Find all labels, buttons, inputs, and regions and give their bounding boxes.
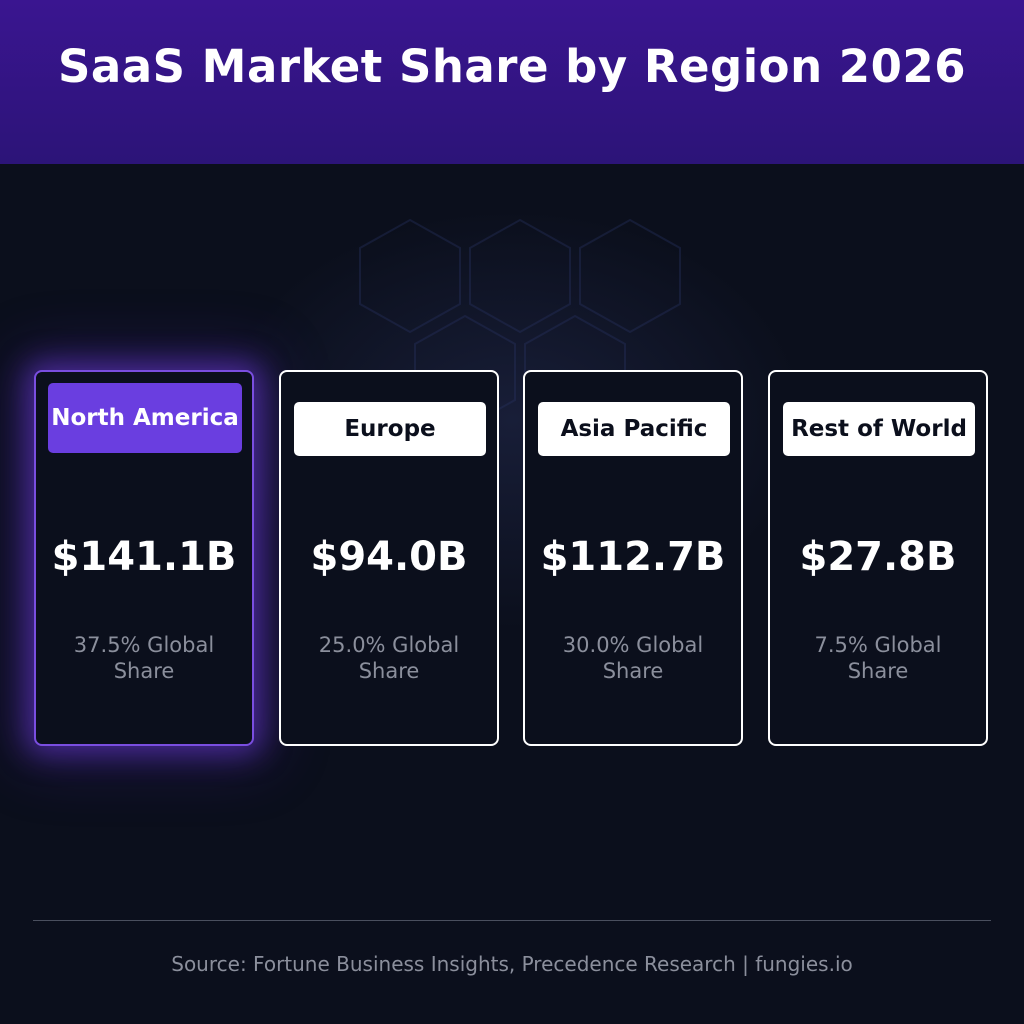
region-label-pill: Rest of World <box>783 402 975 456</box>
region-label-pill: North America <box>48 383 242 453</box>
region-share: 37.5% Global Share <box>36 632 252 684</box>
region-card-rest-of-world: Rest of World $27.8B 7.5% Global Share <box>768 370 988 746</box>
region-share: 25.0% Global Share <box>281 632 497 684</box>
region-value: $94.0B <box>310 534 468 580</box>
region-value: $27.8B <box>799 534 957 580</box>
footer-divider <box>33 920 991 921</box>
header-banner: SaaS Market Share by Region 2026 <box>0 0 1024 164</box>
region-share: 7.5% Global Share <box>770 632 986 684</box>
region-share: 30.0% Global Share <box>525 632 741 684</box>
share-text: 30.0% Global Share <box>562 633 704 683</box>
hexagon-pattern-background <box>359 218 681 430</box>
share-text: 37.5% Global Share <box>73 633 215 683</box>
region-card-north-america: North America $141.1B 37.5% Global Share <box>34 370 254 746</box>
region-card-europe: Europe $94.0B 25.0% Global Share <box>279 370 499 746</box>
region-value: $112.7B <box>540 534 726 580</box>
source-credit: Source: Fortune Business Insights, Prece… <box>171 952 853 976</box>
region-value: $141.1B <box>51 534 237 580</box>
region-card-asia-pacific: Asia Pacific $112.7B 30.0% Global Share <box>523 370 743 746</box>
region-label-pill: Europe <box>294 402 486 456</box>
share-text: 25.0% Global Share <box>318 633 460 683</box>
page-title: SaaS Market Share by Region 2026 <box>57 40 967 93</box>
region-label-pill: Asia Pacific <box>538 402 730 456</box>
share-text: 7.5% Global Share <box>814 633 942 683</box>
